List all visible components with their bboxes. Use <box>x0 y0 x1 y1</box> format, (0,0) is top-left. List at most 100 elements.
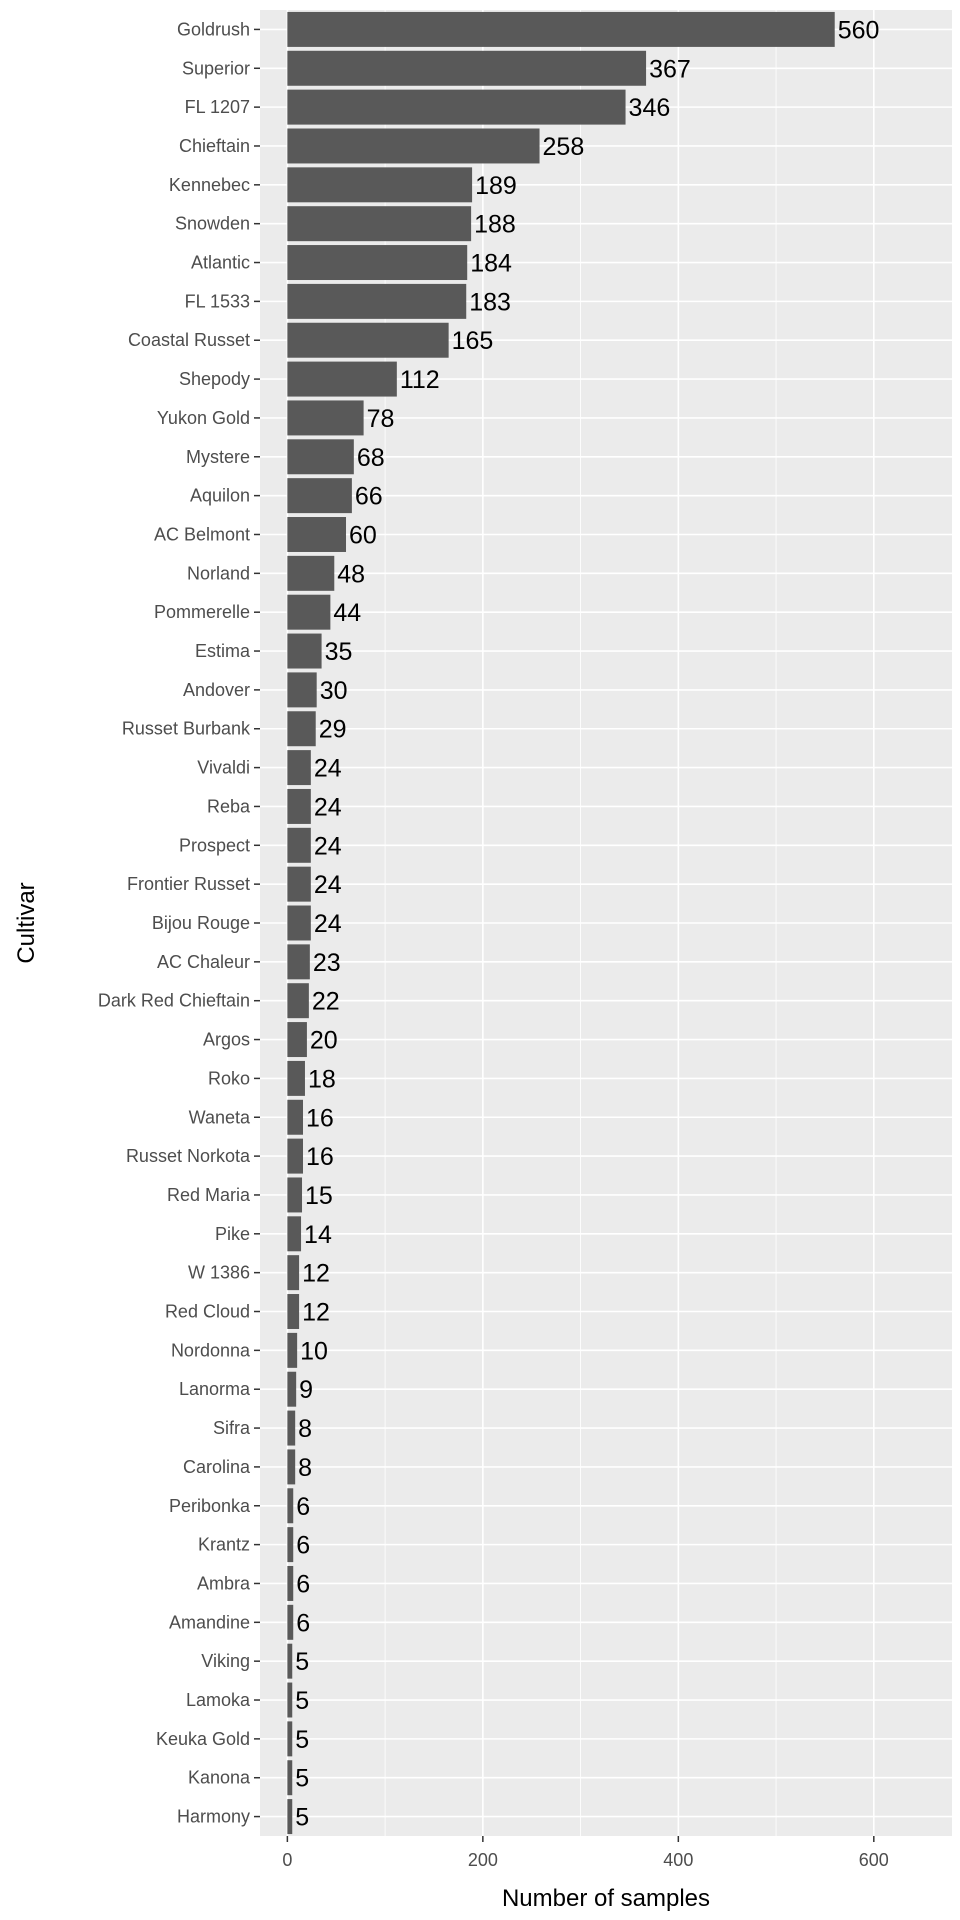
bar <box>287 1799 293 1835</box>
bar <box>287 1643 293 1679</box>
y-tick-label: Kennebec <box>169 175 250 195</box>
y-tick-label: W 1386 <box>188 1263 250 1283</box>
data-label: 24 <box>314 755 342 783</box>
x-tick-label: 0 <box>282 1850 292 1870</box>
y-tick-label: Ambra <box>197 1573 251 1593</box>
data-label: 24 <box>314 793 342 821</box>
data-label: 560 <box>838 16 880 44</box>
y-tick-label: Prospect <box>179 835 250 855</box>
y-tick-label: Red Cloud <box>165 1302 250 1322</box>
data-label: 66 <box>355 483 383 511</box>
bar <box>287 1449 296 1485</box>
y-tick-label: Sifra <box>213 1418 251 1438</box>
bar <box>287 788 311 824</box>
data-label: 188 <box>474 211 516 239</box>
data-label: 10 <box>300 1337 328 1365</box>
data-label: 30 <box>320 677 348 705</box>
y-tick-label: Russet Burbank <box>122 719 251 739</box>
y-tick-label: Lanorma <box>179 1379 251 1399</box>
data-label: 9 <box>299 1376 313 1404</box>
data-label: 16 <box>306 1104 334 1132</box>
data-label: 165 <box>452 327 494 355</box>
y-tick-label: Reba <box>207 796 251 816</box>
data-label: 16 <box>306 1143 334 1171</box>
data-label: 6 <box>296 1570 310 1598</box>
y-tick-label: Viking <box>201 1651 250 1671</box>
bar <box>287 1565 294 1601</box>
y-tick-label: Keuka Gold <box>156 1729 250 1749</box>
y-tick-label: Coastal Russet <box>128 330 250 350</box>
bar <box>287 1604 294 1640</box>
bar <box>287 1255 300 1291</box>
bar <box>287 11 835 47</box>
y-tick-label: Goldrush <box>177 19 250 39</box>
y-tick-label: FL 1533 <box>185 291 250 311</box>
y-tick-label: Krantz <box>198 1535 250 1555</box>
y-tick-label: Russet Norkota <box>126 1146 251 1166</box>
y-tick-label: Waneta <box>189 1107 251 1127</box>
data-label: 24 <box>314 910 342 938</box>
data-label: 8 <box>298 1454 312 1482</box>
y-tick-label: Vivaldi <box>197 758 250 778</box>
y-tick-label: Carolina <box>183 1457 251 1477</box>
bar <box>287 128 540 164</box>
bar <box>287 866 311 902</box>
bar <box>287 1060 305 1096</box>
bar <box>287 283 467 319</box>
bar <box>287 1410 296 1446</box>
data-label: 5 <box>295 1804 309 1832</box>
y-tick-label: Yukon Gold <box>157 408 250 428</box>
bar <box>287 167 473 203</box>
data-label: 29 <box>319 716 347 744</box>
y-tick-label: Kanona <box>188 1768 251 1788</box>
bar <box>287 50 647 86</box>
bar <box>287 478 352 514</box>
bar <box>287 1682 293 1718</box>
data-label: 15 <box>305 1182 333 1210</box>
bar <box>287 1099 304 1135</box>
bar <box>287 983 309 1019</box>
data-label: 112 <box>400 366 440 394</box>
bar <box>287 1022 307 1058</box>
y-tick-label: Bijou Rouge <box>152 913 250 933</box>
y-tick-label: FL 1207 <box>185 97 250 117</box>
data-label: 35 <box>325 638 353 666</box>
y-tick-label: Superior <box>182 58 250 78</box>
y-tick-label: Norland <box>187 563 250 583</box>
data-label: 189 <box>475 172 517 200</box>
bar <box>287 400 364 436</box>
bar <box>287 555 335 591</box>
bar <box>287 89 626 125</box>
bar <box>287 1332 298 1368</box>
data-label: 24 <box>314 832 342 860</box>
data-label: 5 <box>295 1648 309 1676</box>
y-tick-label: Aquilon <box>190 486 250 506</box>
bar <box>287 1488 294 1524</box>
data-label: 24 <box>314 871 342 899</box>
data-label: 78 <box>367 405 395 433</box>
y-tick-label: Nordonna <box>171 1340 251 1360</box>
data-label: 6 <box>296 1532 310 1560</box>
bar <box>287 1294 300 1329</box>
bar <box>287 750 311 786</box>
data-label: 48 <box>337 560 365 588</box>
data-label: 6 <box>296 1609 310 1637</box>
bar <box>287 672 317 708</box>
y-tick-label: Snowden <box>175 214 250 234</box>
bar <box>287 245 468 281</box>
y-tick-label: Lamoka <box>186 1690 251 1710</box>
data-label: 346 <box>629 94 671 122</box>
bar <box>287 517 347 552</box>
data-label: 5 <box>295 1765 309 1793</box>
data-label: 44 <box>333 599 361 627</box>
y-tick-label: Amandine <box>169 1612 250 1632</box>
data-label: 18 <box>308 1065 336 1093</box>
bar <box>287 322 449 358</box>
data-label: 12 <box>302 1260 330 1288</box>
data-label: 20 <box>310 1027 338 1055</box>
y-tick-label: Estima <box>195 641 251 661</box>
bar <box>287 439 354 475</box>
bar <box>287 1760 293 1796</box>
